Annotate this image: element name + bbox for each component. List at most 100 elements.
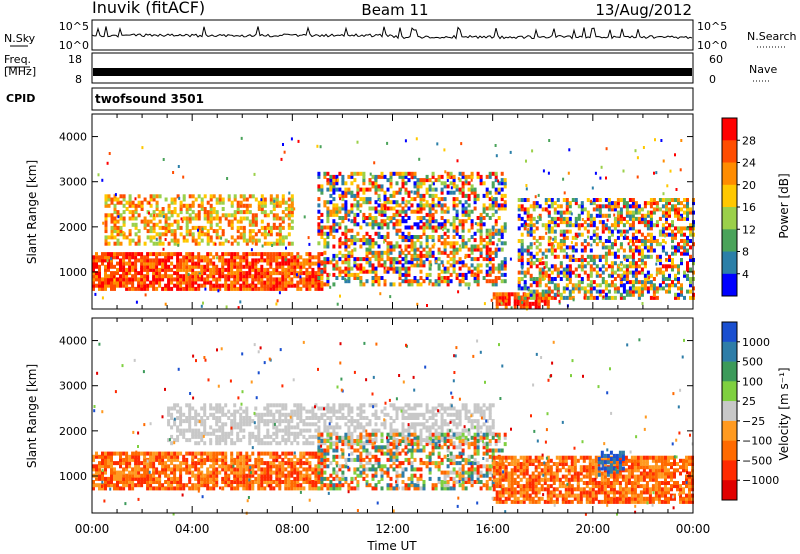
power-cell — [344, 231, 348, 236]
power-cell — [613, 239, 617, 243]
power-cell — [107, 261, 110, 266]
power-cell — [495, 298, 499, 303]
velocity-cell — [224, 412, 228, 417]
power-cell — [485, 244, 489, 249]
power-cell — [92, 280, 95, 285]
power-cell — [272, 216, 276, 221]
power-cell — [631, 204, 635, 209]
power-cell — [526, 232, 530, 237]
power-colorbar-tick-label: 16 — [742, 201, 756, 214]
power-cell — [374, 181, 378, 186]
power-cell — [320, 228, 324, 233]
power-cell — [601, 226, 605, 231]
power-cell — [146, 252, 150, 257]
power-cell — [467, 197, 471, 202]
velocity-cell — [299, 473, 303, 478]
velocity-cell — [212, 454, 216, 459]
power-cell — [272, 280, 276, 285]
power-cell — [637, 229, 641, 234]
power-cell — [356, 276, 360, 280]
velocity-cell — [299, 451, 303, 456]
power-cell — [503, 241, 507, 246]
power-cell — [599, 176, 602, 180]
power-cell — [377, 197, 381, 202]
power-cell — [488, 216, 492, 220]
velocity-cell — [197, 434, 201, 439]
power-cell — [637, 270, 641, 275]
power-cell — [544, 201, 548, 206]
power-cell — [101, 286, 104, 291]
velocity-cell — [158, 473, 162, 478]
velocity-cell — [347, 419, 351, 424]
power-cell — [652, 223, 656, 228]
power-cell — [350, 206, 354, 211]
velocity-cell — [266, 422, 270, 427]
beam-title: Beam 11 — [361, 1, 428, 19]
power-cell — [119, 229, 123, 234]
velocity-cell — [281, 428, 285, 433]
power-cell — [446, 235, 450, 239]
power-cell — [158, 210, 162, 215]
power-cell — [377, 225, 381, 230]
power-cell — [182, 255, 186, 260]
power-cell — [221, 252, 225, 257]
power-cell — [680, 251, 683, 256]
power-cell — [152, 222, 156, 227]
power-colorbar-tick-label: 8 — [742, 246, 749, 259]
power-cell — [592, 220, 596, 225]
velocity-cell — [290, 483, 294, 488]
velocity-cell — [269, 470, 273, 475]
power-cell — [416, 209, 420, 214]
power-cell — [146, 235, 150, 240]
power-cell — [233, 277, 237, 282]
power-cell — [371, 238, 375, 243]
power-cell — [287, 258, 291, 263]
power-cell — [335, 222, 339, 227]
velocity-cell — [224, 464, 228, 469]
power-cell — [452, 257, 456, 262]
power-cell — [571, 245, 575, 250]
power-cell — [571, 198, 575, 202]
power-cell — [592, 232, 596, 237]
velocity-cell — [233, 467, 237, 472]
power-cell — [107, 274, 110, 279]
power-cell — [230, 271, 234, 276]
power-cell — [368, 269, 372, 274]
power-cell — [547, 292, 551, 297]
power-cell — [134, 286, 138, 291]
velocity-cell — [176, 476, 180, 481]
power-cell — [467, 203, 471, 208]
power-cell — [467, 266, 471, 271]
power-cell — [215, 222, 219, 227]
velocity-cell — [296, 409, 300, 414]
power-cell — [550, 204, 554, 209]
power-cell — [470, 209, 474, 214]
power-cell — [580, 258, 584, 262]
velocity-cell — [311, 434, 315, 439]
power-cell — [188, 255, 192, 260]
power-cell — [457, 177, 460, 181]
power-cell — [401, 235, 405, 239]
power-cell — [173, 207, 177, 211]
power-cell — [284, 258, 287, 262]
power-cell — [387, 253, 390, 256]
velocity-cell — [308, 473, 312, 478]
power-cell — [513, 295, 517, 300]
velocity-cell — [134, 473, 138, 478]
power-cell — [239, 235, 243, 240]
power-cell — [541, 235, 545, 240]
power-cell — [479, 222, 483, 227]
power-cell — [491, 171, 495, 176]
velocity-cell — [122, 457, 126, 462]
power-cell — [278, 255, 282, 260]
velocity-cell — [308, 467, 312, 472]
power-cell — [455, 216, 459, 220]
power-cell — [152, 258, 156, 263]
power-cell — [353, 263, 357, 268]
power-cell — [269, 252, 273, 257]
power-cell — [529, 251, 533, 256]
velocity-cell — [197, 483, 201, 488]
power-cell — [254, 275, 256, 279]
power-cell — [598, 292, 602, 297]
power-cell — [538, 213, 542, 218]
